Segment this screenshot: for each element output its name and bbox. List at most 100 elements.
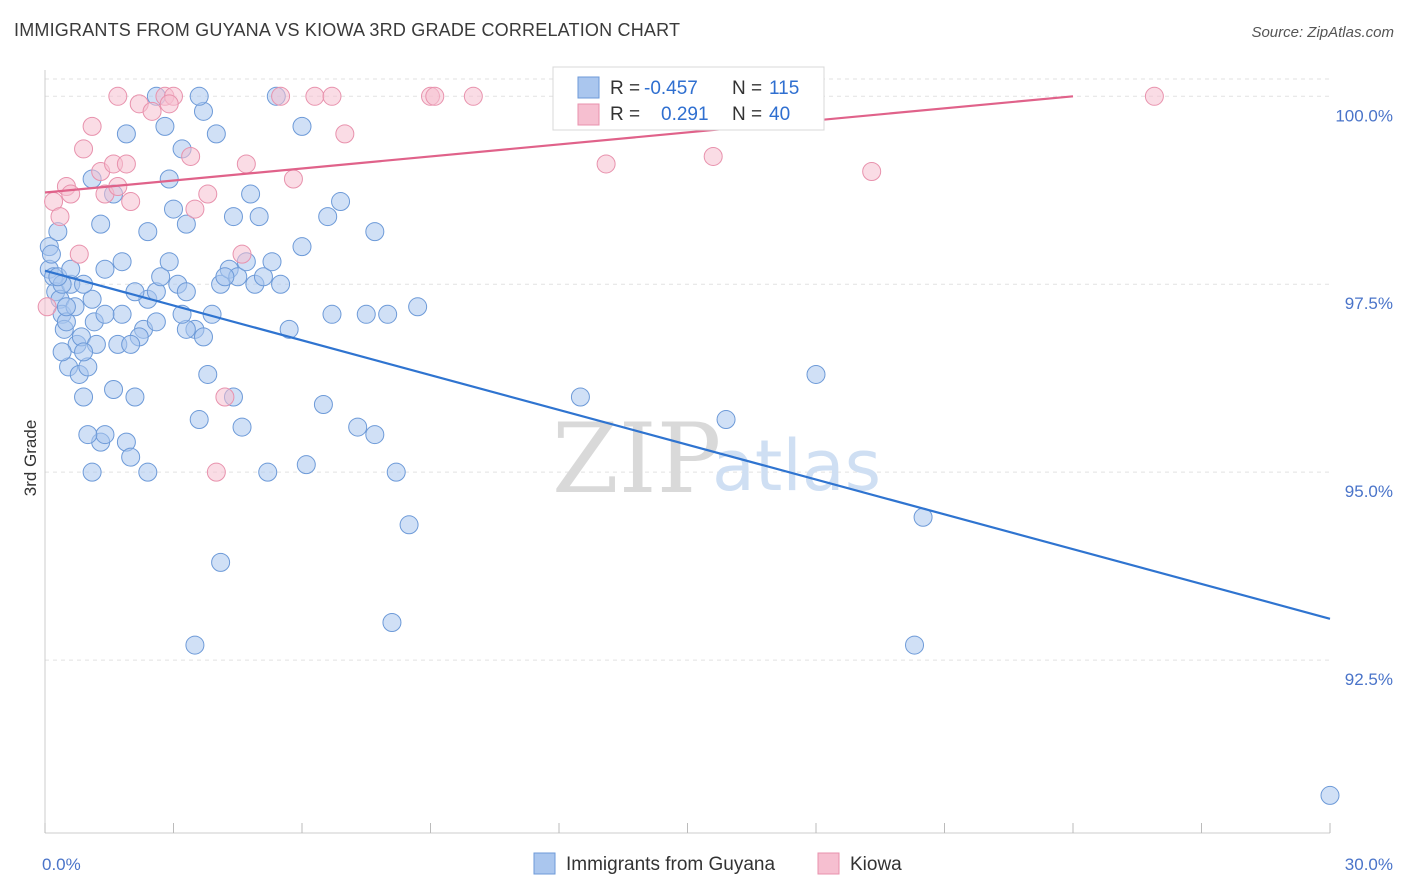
guyana-point — [241, 184, 261, 204]
watermark-atlas: atlas — [712, 425, 881, 507]
y-tick-label: 92.5% — [1345, 670, 1393, 689]
guyana-point — [91, 214, 111, 234]
legend-n-label-2: N = — [732, 104, 762, 125]
guyana-point — [74, 342, 94, 362]
kiowa-point — [159, 94, 179, 114]
guyana-point — [318, 207, 338, 227]
y-tick-label: 100.0% — [1335, 106, 1393, 125]
kiowa-point — [61, 184, 81, 204]
series-label-kiowa: Kiowa — [850, 854, 902, 875]
guyana-point — [258, 462, 278, 482]
kiowa-point — [50, 207, 70, 227]
guyana-point — [151, 267, 171, 287]
kiowa-point — [1144, 86, 1164, 106]
guyana-point — [1320, 785, 1340, 805]
guyana-point — [95, 425, 115, 445]
kiowa-point — [425, 86, 445, 106]
y-tick-label: 97.5% — [1345, 294, 1393, 313]
guyana-point — [74, 274, 94, 294]
guyana-point — [193, 327, 213, 347]
kiowa-point — [283, 169, 303, 189]
guyana-point — [138, 222, 158, 242]
kiowa-point — [236, 154, 256, 174]
guyana-point — [125, 387, 145, 407]
kiowa-point — [74, 139, 94, 159]
guyana-point — [378, 304, 398, 324]
legend-r-label-2: R = — [610, 104, 640, 125]
source-label: Source: ZipAtlas.com — [1251, 24, 1394, 41]
guyana-point — [112, 252, 132, 272]
legend-r-value-1: -0.457 — [644, 78, 698, 99]
guyana-point — [112, 304, 132, 324]
kiowa-point — [862, 161, 882, 181]
kiowa-point — [322, 86, 342, 106]
correlation-legend: R = -0.457 N = 115 R = 0.291 N = 40 — [552, 66, 825, 131]
data-points — [37, 86, 1340, 805]
kiowa-point — [215, 387, 235, 407]
watermark: ZIP atlas — [552, 403, 881, 515]
series-legend: Immigrants from Guyana Kiowa — [533, 852, 902, 875]
guyana-point — [56, 297, 76, 317]
guyana-point — [155, 116, 175, 136]
legend-n-value-1: 115 — [769, 78, 799, 99]
y-axis-label: 3rd Grade — [21, 420, 40, 497]
guyana-point — [211, 552, 231, 572]
guyana-point — [104, 379, 124, 399]
kiowa-point — [596, 154, 616, 174]
tick-labels: 100.0% 97.5% 95.0% 92.5% 0.0% 30.0% — [42, 106, 1393, 874]
guyana-point — [41, 244, 61, 264]
guyana-point — [382, 613, 402, 633]
axes — [44, 70, 1331, 834]
guyana-point — [159, 169, 179, 189]
guyana-point — [408, 297, 428, 317]
guyana-point — [386, 462, 406, 482]
chart-title: IMMIGRANTS FROM GUYANA VS KIOWA 3RD GRAD… — [14, 20, 681, 40]
guyana-point — [121, 447, 141, 467]
guyana-point — [164, 199, 183, 219]
kiowa-point — [198, 184, 218, 204]
guyana-point — [125, 282, 145, 302]
watermark-zip: ZIP — [552, 403, 721, 515]
kiowa-point — [206, 462, 226, 482]
kiowa-point — [82, 116, 102, 136]
guyana-point — [331, 192, 351, 212]
guyana-point — [185, 635, 205, 655]
guyana-point — [249, 207, 269, 227]
guyana-point — [365, 222, 385, 242]
kiowa-point — [69, 244, 89, 264]
guyana-point — [716, 410, 736, 430]
legend-swatch-pink — [577, 103, 600, 126]
guyana-point — [215, 267, 235, 287]
guyana-point — [322, 304, 342, 324]
guyana-point — [159, 252, 179, 272]
kiowa-trend-line — [44, 95, 1074, 194]
guyana-point — [95, 259, 115, 279]
guyana-point — [223, 207, 243, 227]
guyana-point — [95, 304, 115, 324]
guyana-point — [365, 425, 385, 445]
guyana-point — [292, 116, 312, 136]
guyana-point — [82, 289, 102, 309]
y-tick-label: 95.0% — [1345, 482, 1393, 501]
guyana-point — [292, 237, 312, 257]
guyana-point — [189, 86, 209, 106]
guyana-point — [78, 425, 98, 445]
guyana-point — [356, 304, 376, 324]
guyana-point — [146, 312, 166, 332]
kiowa-point — [703, 146, 723, 166]
guyana-point — [271, 274, 291, 294]
guyana-point — [138, 462, 158, 482]
guyana-point — [279, 319, 299, 339]
kiowa-point — [121, 192, 141, 212]
guyana-point — [52, 342, 72, 362]
kiowa-point — [185, 199, 205, 219]
guyana-point — [116, 124, 136, 144]
guyana-point — [253, 267, 273, 287]
kiowa-point — [142, 101, 162, 121]
guyana-point — [399, 515, 419, 535]
legend-swatch-blue — [577, 76, 600, 99]
guyana-point — [121, 334, 141, 354]
guyana-point — [806, 364, 826, 384]
guyana-point — [206, 124, 226, 144]
